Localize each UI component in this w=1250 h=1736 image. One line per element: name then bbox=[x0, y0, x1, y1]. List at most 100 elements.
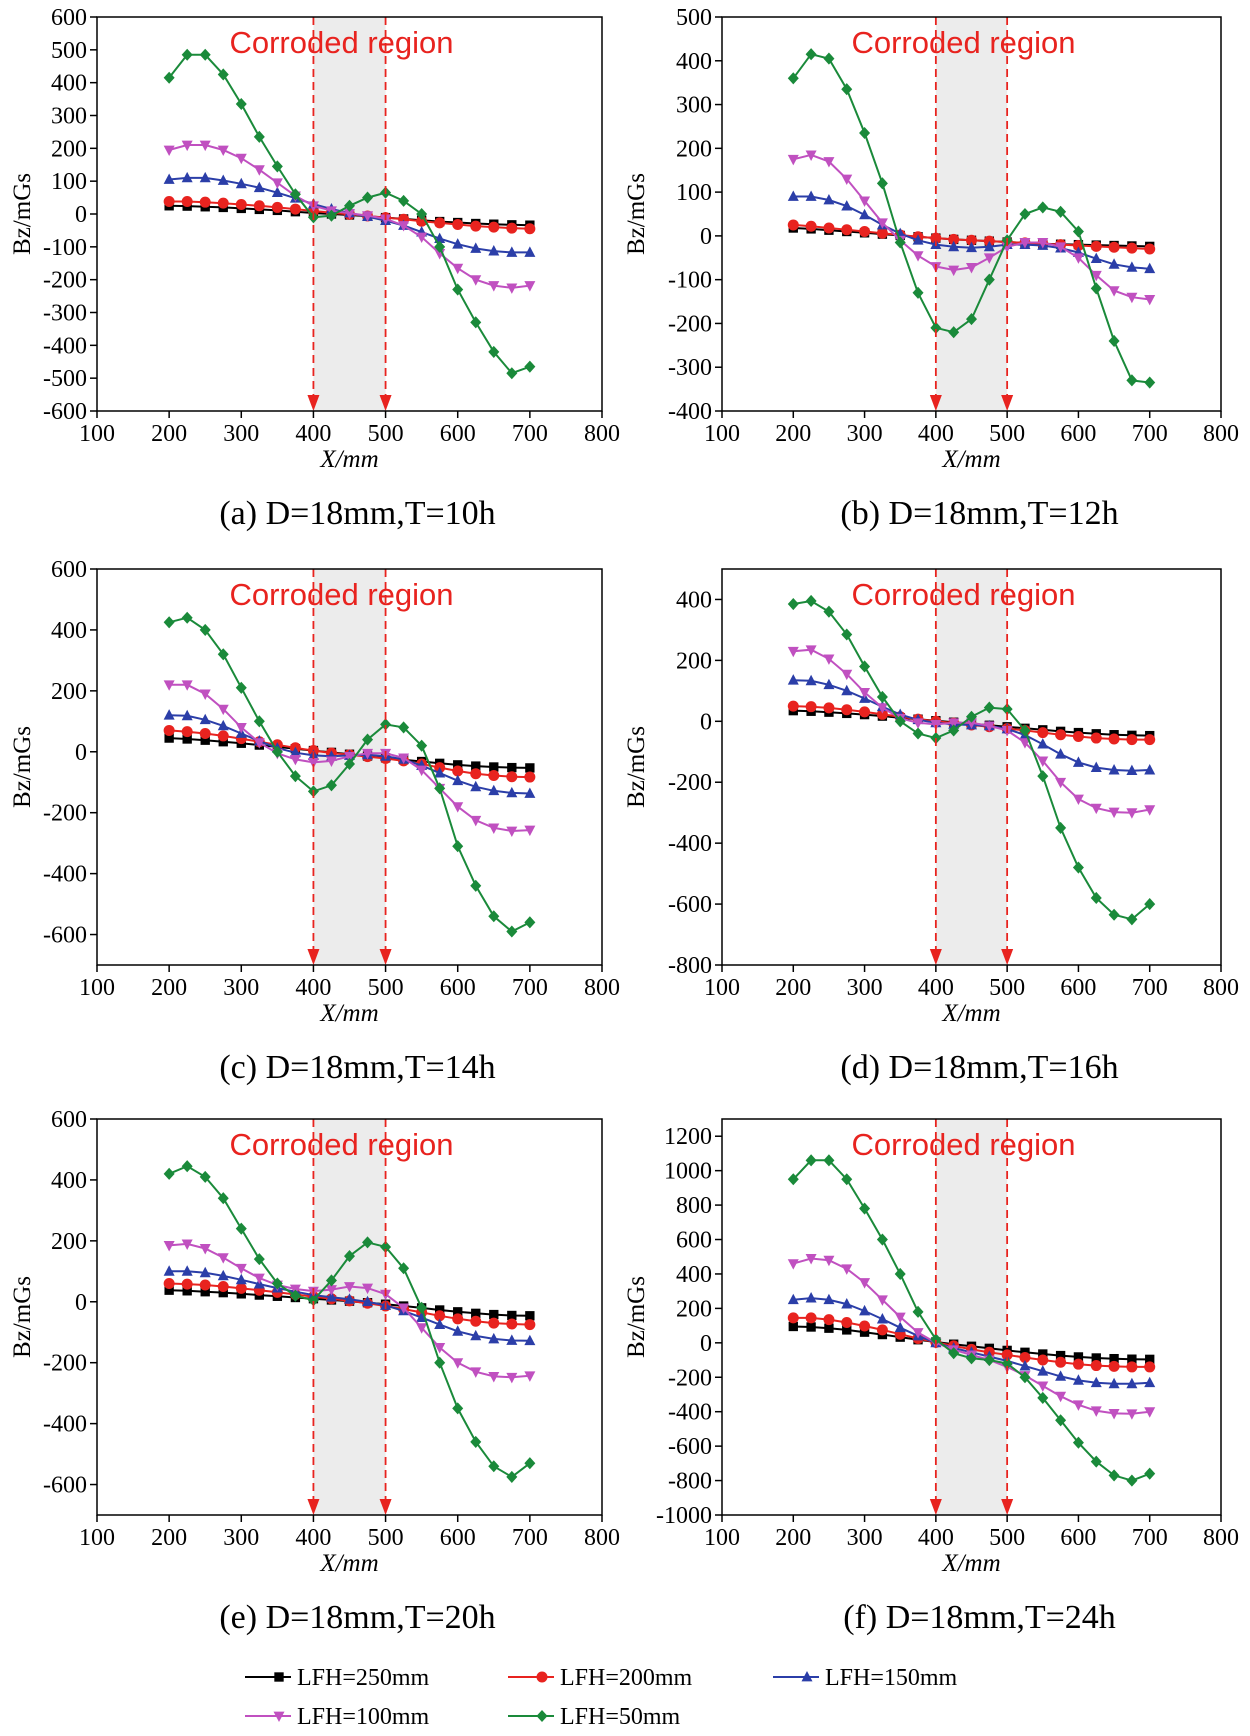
data-point bbox=[488, 770, 500, 782]
y-tick-label: 0 bbox=[700, 224, 712, 250]
data-point bbox=[199, 689, 211, 700]
data-point bbox=[805, 190, 817, 201]
data-point bbox=[948, 233, 960, 245]
data-point bbox=[164, 1285, 174, 1295]
data-point bbox=[894, 236, 906, 249]
data-point bbox=[894, 1267, 906, 1281]
data-point bbox=[1108, 733, 1120, 745]
y-tick-label: -800 bbox=[668, 953, 712, 979]
data-point bbox=[1072, 1436, 1084, 1449]
y-tick-label: 500 bbox=[676, 5, 712, 31]
x-tick-label: 800 bbox=[584, 1525, 620, 1551]
data-point bbox=[199, 1266, 211, 1278]
data-point bbox=[841, 669, 853, 681]
data-point bbox=[894, 715, 906, 728]
data-point bbox=[1037, 1391, 1049, 1404]
data-point bbox=[470, 220, 482, 232]
data-point bbox=[1055, 1356, 1067, 1368]
legend-marker bbox=[273, 1711, 285, 1723]
data-point bbox=[271, 745, 283, 758]
data-point bbox=[1109, 1353, 1119, 1364]
y-tick-label: -800 bbox=[668, 1469, 712, 1495]
data-point bbox=[380, 718, 392, 731]
data-point bbox=[1144, 243, 1156, 255]
data-point bbox=[1090, 803, 1102, 815]
y-tick-label: 0 bbox=[75, 1290, 87, 1316]
data-point bbox=[164, 733, 174, 743]
data-point bbox=[966, 313, 977, 326]
data-point bbox=[416, 739, 428, 752]
data-point bbox=[859, 208, 871, 220]
y-tick-label: 0 bbox=[75, 740, 87, 766]
data-point bbox=[1001, 703, 1013, 716]
data-point bbox=[362, 1236, 374, 1249]
data-point bbox=[1055, 242, 1067, 253]
data-point bbox=[506, 771, 518, 783]
data-point bbox=[842, 1325, 852, 1335]
data-point bbox=[859, 1320, 871, 1332]
data-point bbox=[182, 1286, 192, 1296]
y-tick-label: 500 bbox=[51, 38, 87, 64]
x-tick-label: 500 bbox=[368, 975, 404, 1001]
x-axis-label: X/mm bbox=[941, 1550, 1000, 1577]
y-tick-label: 300 bbox=[676, 93, 712, 119]
data-point bbox=[289, 770, 301, 783]
data-point bbox=[452, 765, 464, 777]
data-point bbox=[289, 203, 301, 215]
data-point bbox=[805, 48, 817, 61]
legend-marker bbox=[536, 1709, 548, 1723]
boundary-arrow bbox=[307, 949, 320, 965]
data-point bbox=[1037, 727, 1049, 739]
data-point bbox=[1108, 258, 1120, 269]
y-axis-label: Bz/mGs bbox=[623, 173, 650, 255]
y-tick-label: -400 bbox=[43, 333, 87, 359]
data-point bbox=[470, 1329, 482, 1341]
data-point bbox=[524, 1334, 536, 1346]
data-point bbox=[452, 283, 464, 296]
x-tick-label: 800 bbox=[584, 975, 620, 1001]
data-point bbox=[488, 221, 500, 233]
chart-title: (e) D=18mm,T=20h bbox=[219, 1599, 495, 1636]
data-point bbox=[824, 1323, 834, 1333]
annotation: Corroded region bbox=[229, 577, 453, 612]
data-point bbox=[163, 145, 175, 157]
data-point bbox=[841, 628, 853, 641]
data-point bbox=[163, 1241, 175, 1252]
x-tick-label: 100 bbox=[704, 1525, 740, 1551]
y-tick-label: 400 bbox=[51, 1168, 87, 1194]
data-point bbox=[199, 1244, 211, 1255]
data-point bbox=[470, 768, 482, 780]
data-point bbox=[362, 211, 374, 222]
y-axis-label: Bz/mGs bbox=[9, 1276, 36, 1358]
x-tick-label: 700 bbox=[1132, 1525, 1168, 1551]
y-tick-label: -400 bbox=[43, 862, 87, 888]
data-point bbox=[841, 684, 853, 696]
data-point bbox=[344, 757, 355, 771]
data-point bbox=[253, 165, 265, 176]
data-point bbox=[1090, 732, 1102, 744]
data-point bbox=[506, 367, 518, 380]
data-point bbox=[199, 171, 211, 183]
x-tick-label: 800 bbox=[1203, 1525, 1239, 1551]
data-point bbox=[163, 173, 175, 184]
x-tick-label: 400 bbox=[295, 1525, 331, 1551]
data-point bbox=[452, 219, 464, 231]
data-point bbox=[452, 802, 464, 813]
boundary-arrow bbox=[929, 949, 942, 965]
y-axis-label: Bz/mGs bbox=[9, 173, 36, 255]
data-point bbox=[1126, 808, 1138, 819]
x-tick-label: 100 bbox=[704, 975, 740, 1001]
plot-frame bbox=[721, 1118, 1222, 1516]
data-point bbox=[416, 765, 428, 777]
data-point bbox=[1019, 724, 1031, 737]
x-tick-label: 200 bbox=[151, 1525, 187, 1551]
data-point bbox=[163, 616, 175, 629]
data-point bbox=[805, 1292, 817, 1303]
data-point bbox=[859, 706, 871, 718]
data-point bbox=[524, 1457, 536, 1470]
chart-title: (c) D=18mm,T=14h bbox=[219, 1049, 495, 1086]
data-point bbox=[416, 1323, 428, 1334]
data-point bbox=[524, 223, 536, 235]
data-point bbox=[930, 321, 942, 334]
data-point bbox=[163, 680, 175, 691]
